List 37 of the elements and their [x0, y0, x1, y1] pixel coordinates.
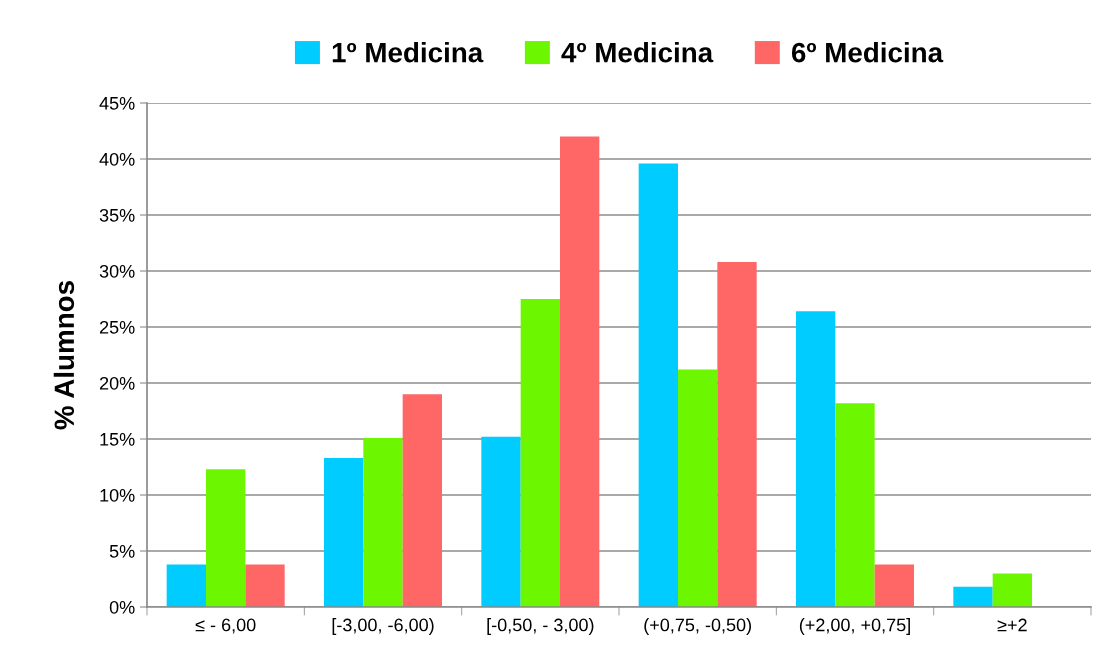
y-tick-label: 20%	[99, 376, 135, 390]
bar	[560, 136, 600, 607]
x-tick-label: (+0,75, -0,50)	[644, 618, 751, 635]
legend-label: 1º Medicina	[332, 42, 484, 63]
x-tick-label: [-3,00, -6,00)	[332, 618, 434, 635]
bar	[992, 573, 1032, 607]
y-tick-label: 5%	[109, 545, 135, 558]
y-tick-label: 25%	[99, 320, 135, 334]
x-tick-label: ≥+2	[997, 618, 1027, 632]
bar	[206, 469, 246, 607]
y-tick-label: 40%	[99, 152, 135, 166]
bar	[245, 564, 285, 607]
bar	[166, 564, 206, 607]
y-tick-label: 10%	[100, 488, 135, 502]
y-tick-label: 0%	[109, 600, 135, 614]
y-axis-title: % Alumnos	[53, 281, 75, 430]
x-tick-label: [-0,50, - 3,00)	[487, 618, 594, 635]
bar	[481, 436, 521, 607]
bar	[363, 437, 403, 607]
bar	[402, 394, 442, 607]
bar	[953, 586, 993, 607]
bar	[717, 262, 757, 607]
bar	[796, 311, 836, 607]
y-tick-label: 30%	[99, 264, 135, 278]
y-tick-label: 45%	[99, 97, 135, 110]
x-tick-label: (+2,00, +0,75]	[799, 618, 910, 635]
y-tick-label: 35%	[99, 208, 135, 222]
y-tick-label: 15%	[100, 433, 135, 446]
bar	[520, 299, 560, 607]
bar	[638, 163, 678, 607]
legend-label: 4º Medicina	[561, 42, 714, 63]
x-tick-label: ≤ - 6,00	[195, 618, 256, 634]
bar	[874, 564, 914, 607]
bar	[835, 403, 875, 607]
bar	[678, 369, 718, 607]
legend-label: 6º Medicina	[791, 42, 944, 63]
bar	[324, 458, 364, 607]
